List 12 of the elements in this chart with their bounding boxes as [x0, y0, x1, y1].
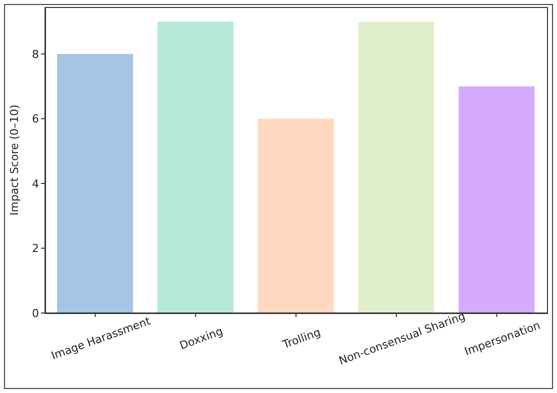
bar — [57, 54, 134, 313]
y-tick-label: 0 — [32, 306, 39, 320]
x-tick-label: Trolling — [280, 326, 322, 352]
bar — [258, 118, 334, 313]
y-tick-label: 6 — [32, 112, 39, 126]
y-tick-label: 4 — [32, 177, 39, 190]
bar — [358, 22, 434, 313]
y-tick-label: 2 — [32, 242, 39, 256]
y-tick-label: 8 — [32, 48, 39, 61]
bar — [458, 86, 535, 313]
y-axis-title: Impact Score (0–10) — [8, 104, 21, 216]
bar — [157, 22, 234, 313]
